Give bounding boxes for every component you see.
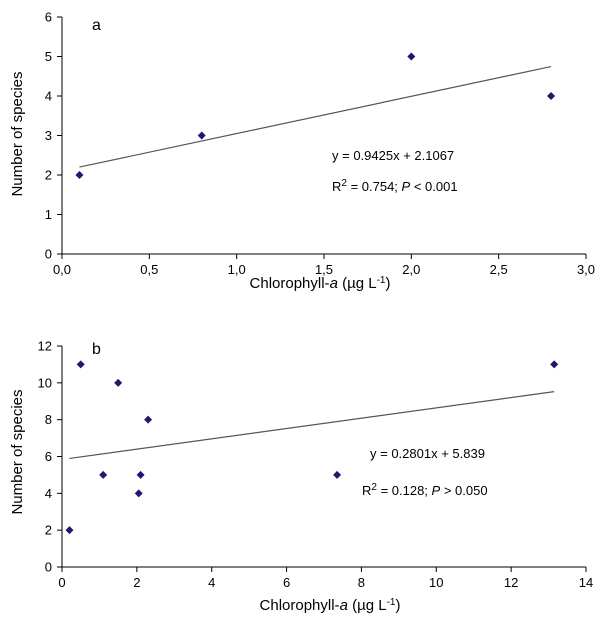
y-tick-label: 8: [45, 412, 52, 427]
x-tick-label: 3,0: [577, 262, 595, 277]
trendline: [69, 391, 555, 460]
y-tick-label: 2: [45, 523, 52, 538]
y-tick-label: 6: [45, 449, 52, 464]
data-point: [134, 489, 143, 498]
x-tick-label: 14: [579, 575, 593, 590]
panel-label: a: [92, 17, 101, 34]
data-point: [65, 526, 74, 535]
data-point: [114, 378, 123, 387]
x-tick-label: 10: [429, 575, 443, 590]
x-tick-label: 8: [358, 575, 365, 590]
x-tick-label: 0,0: [53, 262, 71, 277]
data-point: [144, 415, 153, 424]
data-point: [550, 360, 559, 369]
x-tick-label: 6: [283, 575, 290, 590]
y-tick-label: 0: [45, 247, 52, 262]
y-tick-label: 2: [45, 168, 52, 183]
y-tick-label: 3: [45, 128, 52, 143]
panel-label: b: [92, 341, 101, 358]
x-tick-label: 0: [58, 575, 65, 590]
y-tick-label: 10: [38, 375, 52, 390]
y-tick-label: 4: [45, 89, 52, 104]
regression-stats: R2 = 0.754; P < 0.001: [332, 178, 458, 195]
x-tick-label: 2,0: [402, 262, 420, 277]
y-tick-label: 12: [38, 339, 52, 354]
data-point: [136, 470, 145, 479]
y-axis-title: Number of species: [9, 71, 26, 196]
x-tick-label: 1,5: [315, 262, 333, 277]
x-tick-label: 2: [133, 575, 140, 590]
x-tick-label: 1,0: [228, 262, 246, 277]
x-tick-label: 12: [504, 575, 518, 590]
data-point: [75, 171, 84, 179]
data-point: [333, 470, 342, 479]
trendline: [79, 65, 552, 168]
x-tick-label: 0,5: [140, 262, 158, 277]
y-tick-label: 1: [45, 207, 52, 222]
data-point: [99, 470, 108, 479]
data-point: [197, 131, 206, 140]
x-axis-title: Chlorophyll-a (µg L-1): [260, 597, 401, 615]
data-point: [547, 92, 556, 100]
data-point: [76, 360, 85, 369]
x-tick-label: 2,5: [490, 262, 508, 277]
y-tick-label: 4: [45, 486, 52, 501]
regression-equation: y = 0.2801x + 5.839: [370, 446, 485, 461]
regression-stats: R2 = 0.128; P > 0.050: [362, 482, 488, 499]
chart-panel-b: b Number of species Chlorophyll-a (µg L-…: [9, 339, 593, 615]
data-point: [407, 52, 416, 61]
y-tick-label: 6: [45, 10, 52, 25]
x-axis-title: Chlorophyll-a (µg L-1): [250, 275, 391, 293]
x-tick-label: 4: [208, 575, 215, 590]
chart-panel-a: a Number of species Chlorophyll-a (µg L-…: [9, 10, 595, 293]
y-axis-title: Number of species: [9, 389, 26, 514]
regression-equation: y = 0.9425x + 2.1067: [332, 148, 454, 163]
y-tick-label: 5: [45, 49, 52, 64]
y-tick-label: 0: [45, 560, 52, 575]
